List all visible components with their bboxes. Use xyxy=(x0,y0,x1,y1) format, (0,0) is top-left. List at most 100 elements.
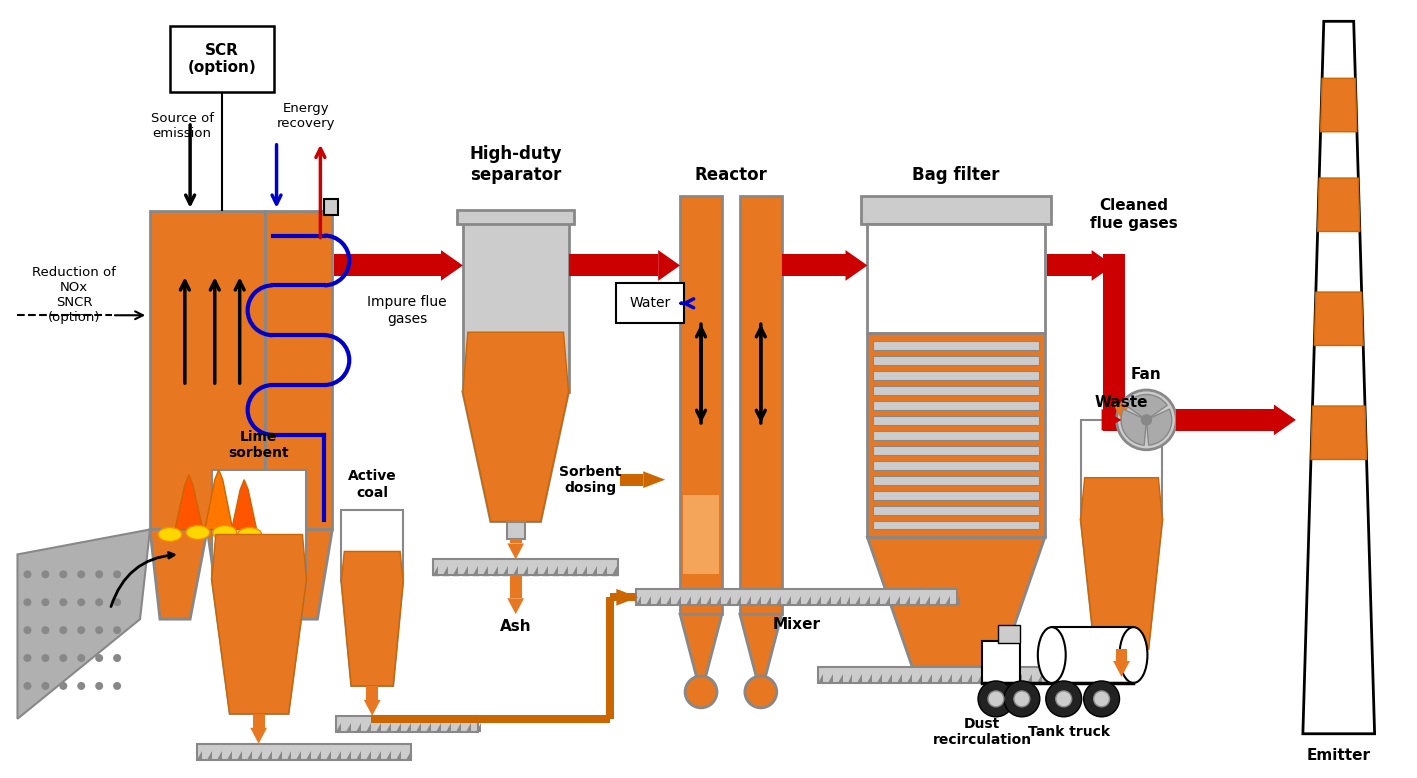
Polygon shape xyxy=(286,751,292,759)
Ellipse shape xyxy=(186,525,210,539)
Polygon shape xyxy=(745,596,751,605)
Bar xyxy=(873,475,1039,485)
Circle shape xyxy=(78,654,85,662)
Circle shape xyxy=(1094,691,1110,707)
Polygon shape xyxy=(387,751,391,759)
Polygon shape xyxy=(237,751,242,759)
Polygon shape xyxy=(1081,478,1162,649)
Circle shape xyxy=(24,682,31,690)
Bar xyxy=(611,594,636,601)
Polygon shape xyxy=(463,392,568,521)
Circle shape xyxy=(113,570,120,578)
Circle shape xyxy=(78,570,85,578)
Polygon shape xyxy=(935,596,939,605)
Polygon shape xyxy=(680,614,721,679)
Bar xyxy=(434,559,618,576)
Circle shape xyxy=(978,681,1015,717)
Text: Bag filter: Bag filter xyxy=(913,166,1000,184)
Circle shape xyxy=(1046,681,1081,717)
Bar xyxy=(873,446,1039,455)
Bar xyxy=(867,223,1044,333)
Polygon shape xyxy=(364,700,381,716)
Circle shape xyxy=(41,598,50,606)
Text: Sorbent
dosing: Sorbent dosing xyxy=(560,464,622,495)
Bar xyxy=(867,333,1044,538)
Polygon shape xyxy=(211,534,306,714)
Bar xyxy=(1051,627,1134,683)
Polygon shape xyxy=(796,596,801,605)
Polygon shape xyxy=(1114,404,1129,420)
Polygon shape xyxy=(266,751,272,759)
Polygon shape xyxy=(867,538,1044,667)
Polygon shape xyxy=(867,674,873,683)
Bar xyxy=(680,196,721,614)
Circle shape xyxy=(95,570,103,578)
Circle shape xyxy=(60,682,67,690)
Polygon shape xyxy=(296,751,302,759)
Circle shape xyxy=(41,682,50,690)
Bar xyxy=(616,283,684,323)
Polygon shape xyxy=(616,589,638,605)
Polygon shape xyxy=(937,674,942,683)
Bar xyxy=(334,254,441,276)
Polygon shape xyxy=(1081,520,1162,649)
Bar xyxy=(683,495,718,574)
Polygon shape xyxy=(17,530,150,719)
Bar xyxy=(150,211,265,530)
Polygon shape xyxy=(887,674,893,683)
Polygon shape xyxy=(918,573,935,589)
Text: Tank truck: Tank truck xyxy=(1027,725,1110,739)
Polygon shape xyxy=(686,596,691,605)
Polygon shape xyxy=(1091,250,1114,281)
Wedge shape xyxy=(1146,409,1172,445)
Bar xyxy=(873,386,1039,395)
Bar xyxy=(873,520,1039,530)
Bar xyxy=(341,510,402,581)
Circle shape xyxy=(78,682,85,690)
Polygon shape xyxy=(366,723,371,732)
Circle shape xyxy=(95,598,103,606)
Polygon shape xyxy=(563,566,567,576)
Wedge shape xyxy=(1121,409,1146,445)
Polygon shape xyxy=(927,674,932,683)
Polygon shape xyxy=(643,471,665,488)
Polygon shape xyxy=(636,596,642,605)
Ellipse shape xyxy=(1037,627,1066,683)
Polygon shape xyxy=(407,723,411,732)
Polygon shape xyxy=(251,727,266,744)
Polygon shape xyxy=(846,596,850,605)
Bar xyxy=(636,589,956,605)
Polygon shape xyxy=(1067,674,1071,683)
Polygon shape xyxy=(856,596,860,605)
Polygon shape xyxy=(533,566,537,576)
Bar xyxy=(463,218,568,392)
Bar xyxy=(606,598,615,719)
Polygon shape xyxy=(507,544,524,559)
Polygon shape xyxy=(316,751,322,759)
Polygon shape xyxy=(735,596,741,605)
Polygon shape xyxy=(1047,674,1051,683)
Bar xyxy=(252,714,265,727)
Bar xyxy=(366,686,378,700)
Polygon shape xyxy=(1087,674,1091,683)
Bar xyxy=(873,431,1039,440)
Circle shape xyxy=(1117,390,1176,450)
Circle shape xyxy=(24,570,31,578)
Polygon shape xyxy=(676,596,682,605)
Polygon shape xyxy=(341,581,402,686)
Polygon shape xyxy=(947,674,952,683)
Polygon shape xyxy=(656,596,662,605)
Polygon shape xyxy=(247,751,252,759)
Polygon shape xyxy=(387,723,391,732)
Polygon shape xyxy=(979,573,995,589)
Polygon shape xyxy=(553,566,557,576)
Polygon shape xyxy=(612,566,618,576)
Polygon shape xyxy=(915,596,920,605)
Polygon shape xyxy=(907,674,913,683)
Polygon shape xyxy=(232,480,256,530)
Polygon shape xyxy=(227,751,232,759)
Polygon shape xyxy=(407,751,411,759)
Circle shape xyxy=(113,626,120,634)
Polygon shape xyxy=(453,566,458,576)
Circle shape xyxy=(24,654,31,662)
